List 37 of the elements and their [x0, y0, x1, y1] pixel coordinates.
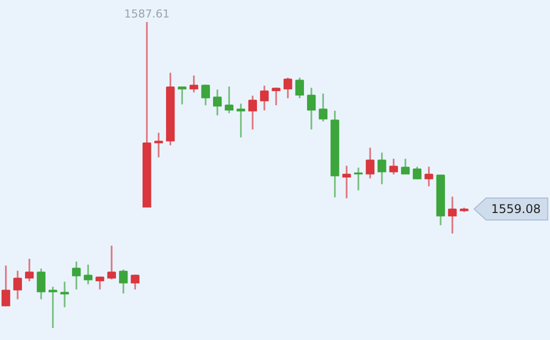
candlestick — [318, 94, 328, 122]
candlestick — [448, 196, 457, 234]
candlestick — [460, 208, 468, 212]
candlestick — [36, 268, 46, 300]
candlestick — [424, 166, 434, 186]
candlestick — [378, 152, 386, 184]
candlestick — [366, 148, 374, 178]
text: 1559.08 — [491, 202, 541, 216]
candlestick — [119, 270, 128, 294]
candlestick — [84, 264, 92, 284]
candlestick — [107, 246, 116, 280]
candlestick — [142, 22, 152, 208]
candlestick — [201, 84, 210, 106]
text: 1587.61 — [124, 7, 170, 20]
candlestick — [342, 166, 351, 198]
candlestick — [224, 86, 234, 114]
candlestick — [96, 276, 104, 290]
candlestick — [354, 168, 363, 190]
candlestick — [236, 104, 246, 138]
candlestick — [436, 174, 445, 226]
candlestick — [213, 90, 222, 116]
candlestick — [2, 266, 10, 306]
candlestick — [284, 78, 292, 98]
candlestick — [178, 86, 186, 104]
candlestick — [330, 110, 340, 198]
candlestick — [190, 76, 198, 92]
candlestick — [412, 166, 422, 180]
candlestick — [307, 88, 316, 130]
candlestick — [166, 72, 175, 146]
candlestick — [48, 286, 58, 328]
candlestick — [13, 270, 22, 300]
candlestick — [130, 274, 140, 290]
candlestick — [72, 262, 81, 290]
candlestick — [295, 78, 304, 98]
candlestick — [248, 96, 257, 130]
candlestick — [154, 132, 163, 158]
candlestick — [260, 86, 269, 110]
